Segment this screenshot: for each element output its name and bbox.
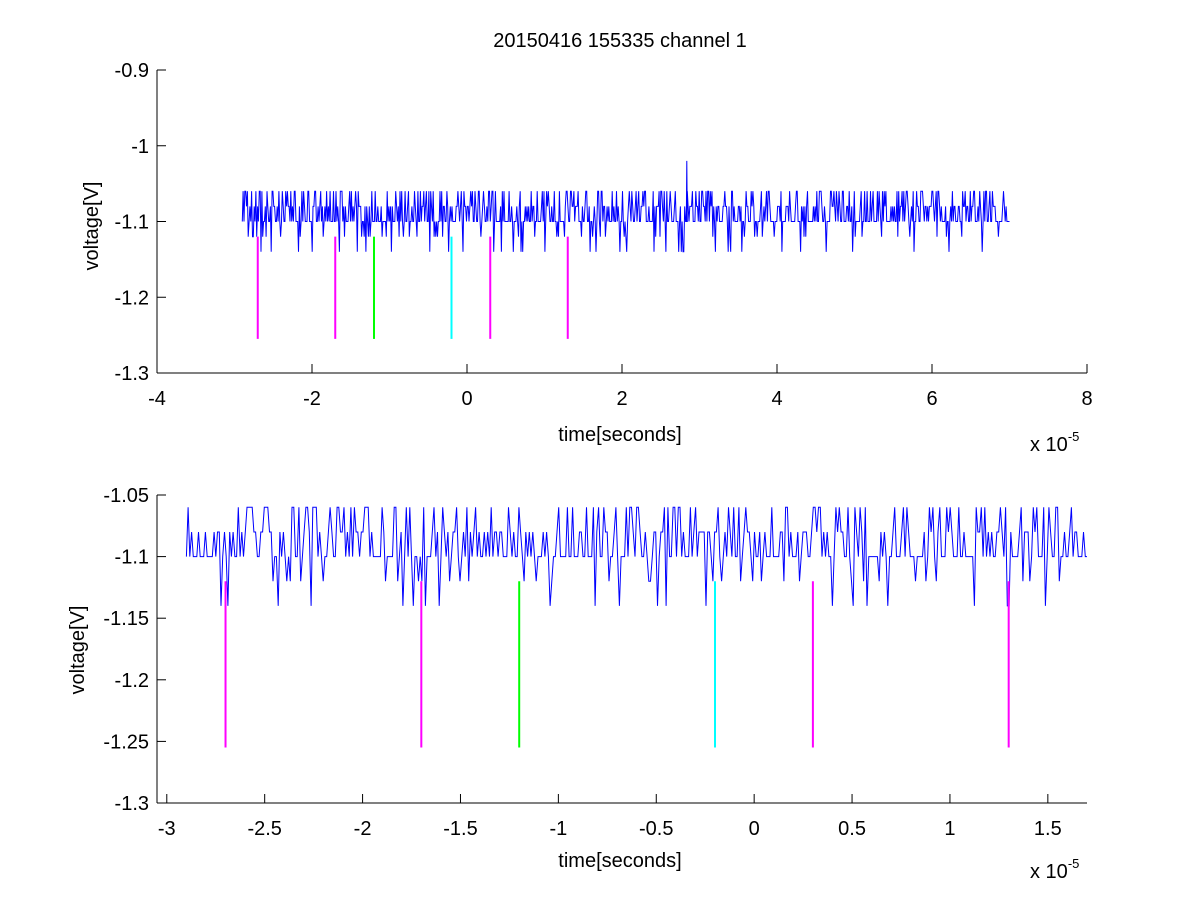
y-tick-label: -1.1	[115, 212, 149, 234]
top-x-multiplier-exponent: -5	[1068, 429, 1080, 444]
x-tick-label: -2	[303, 388, 321, 410]
x-tick-label: -0.5	[639, 818, 673, 840]
y-tick-label: -1.2	[115, 670, 149, 692]
bottom-x-multiplier: x 10-5	[1030, 856, 1079, 883]
top-x-multiplier: x 10-5	[1030, 429, 1079, 456]
figure-title: 20150416 155335 channel 1	[493, 30, 747, 52]
signal-line	[241, 160, 1010, 253]
y-tick-label: -1.3	[115, 793, 149, 815]
signal-line	[185, 506, 1087, 607]
top-event-markers	[256, 236, 569, 339]
x-tick-label: -3	[158, 818, 176, 840]
x-tick-label: -1	[549, 818, 567, 840]
top-subplot: -4 -2 0 2 4 6 8 -1.3 -1.2 -1.1 -1 -0.9 time[seconds…	[81, 60, 1093, 456]
x-tick-label: 8	[1081, 388, 1092, 410]
x-tick-label: -4	[148, 388, 166, 410]
x-tick-label: 2	[616, 388, 627, 410]
x-tick-label: -2.5	[247, 818, 281, 840]
bottom-x-axis-label: time[seconds]	[558, 850, 681, 872]
y-tick-label: -1.1	[115, 547, 149, 569]
x-tick-label: 0	[749, 818, 760, 840]
bottom-y-axis-label: voltage[V]	[67, 606, 89, 695]
y-tick-label: -1.15	[103, 608, 149, 630]
x-tick-label: -2	[354, 818, 372, 840]
bottom-x-multiplier-base: x 10	[1030, 861, 1068, 883]
bottom-subplot: -3 -2.5 -2 -1.5 -1 -0.5 0 0.5 1 1.5 -1.3 -1.25 -1.2 -…	[67, 485, 1087, 883]
y-tick-label: -1.25	[103, 731, 149, 753]
y-tick-label: -1.05	[103, 485, 149, 507]
top-y-axis-label: voltage[V]	[81, 182, 103, 271]
x-tick-label: 1.5	[1034, 818, 1062, 840]
top-signal-trace	[241, 160, 1010, 253]
x-tick-label: 1	[944, 818, 955, 840]
x-tick-label: 0.5	[838, 818, 866, 840]
bottom-event-markers	[224, 581, 1010, 748]
y-tick-label: -1	[131, 136, 149, 158]
bottom-signal-trace	[185, 506, 1087, 607]
bottom-x-multiplier-exponent: -5	[1068, 856, 1080, 871]
x-tick-label: 6	[926, 388, 937, 410]
x-tick-label: 4	[771, 388, 782, 410]
x-tick-label: -1.5	[443, 818, 477, 840]
top-x-axis-label: time[seconds]	[558, 424, 681, 446]
y-tick-label: -0.9	[115, 60, 149, 82]
bottom-axes: -3 -2.5 -2 -1.5 -1 -0.5 0 0.5 1 1.5 -1.3 -1.25 -1.2 -…	[103, 485, 1087, 840]
x-tick-label: 0	[461, 388, 472, 410]
y-tick-label: -1.2	[115, 287, 149, 309]
top-x-multiplier-base: x 10	[1030, 434, 1068, 456]
y-tick-label: -1.3	[115, 363, 149, 385]
top-axes: -4 -2 0 2 4 6 8 -1.3 -1.2 -1.1 -1 -0.9	[115, 60, 1093, 410]
